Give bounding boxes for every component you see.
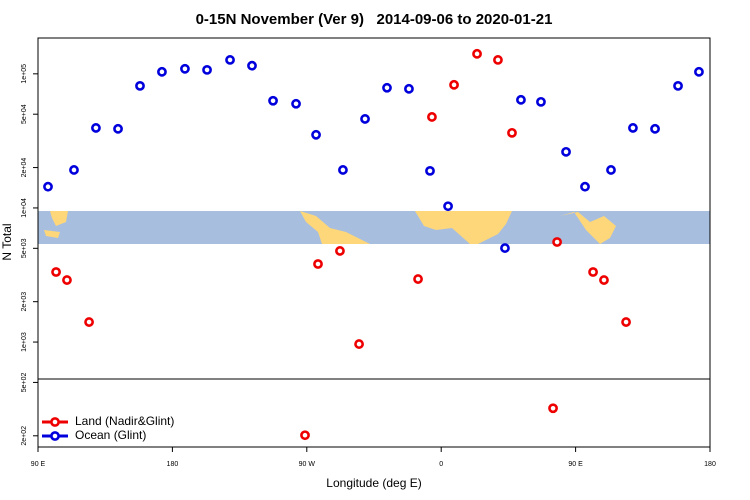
point xyxy=(425,165,435,176)
point xyxy=(580,181,590,192)
point xyxy=(621,317,631,327)
x-tick-label: 0 xyxy=(439,461,443,468)
point xyxy=(268,95,278,106)
point xyxy=(354,339,364,349)
y-axis-label: N Total xyxy=(0,223,14,260)
y-tick-label: 1e+04 xyxy=(21,198,28,218)
point xyxy=(135,80,145,91)
point xyxy=(694,66,704,77)
point xyxy=(382,82,392,93)
x-tick-label: 180 xyxy=(704,461,716,468)
point xyxy=(225,55,235,65)
point xyxy=(427,112,437,122)
y-tick-label: 2e+02 xyxy=(21,426,28,446)
point xyxy=(413,274,423,284)
chart-title: 0-15N November (Ver 9) 2014-09-06 to 202… xyxy=(196,11,553,28)
point xyxy=(335,246,345,256)
point xyxy=(493,55,503,65)
point xyxy=(472,48,482,59)
point xyxy=(113,123,123,134)
legend-marker xyxy=(50,431,60,441)
point xyxy=(338,165,348,175)
point xyxy=(552,237,562,247)
point xyxy=(84,317,94,327)
legend-marker xyxy=(50,417,60,427)
point xyxy=(313,259,323,269)
point xyxy=(91,123,101,133)
y-tick-label: 2e+04 xyxy=(21,158,28,178)
point xyxy=(51,267,61,277)
point xyxy=(62,275,72,285)
point xyxy=(157,66,167,77)
point xyxy=(180,63,190,74)
point xyxy=(673,80,683,91)
x-tick-label: 180 xyxy=(167,461,179,468)
x-axis-label: Longitude (deg E) xyxy=(326,476,421,490)
point xyxy=(650,123,660,134)
x-tick-label: 90 E xyxy=(568,461,583,468)
y-tick-label: 5e+03 xyxy=(21,238,28,258)
point xyxy=(360,114,370,124)
point xyxy=(247,60,257,71)
legend-label: Ocean (Glint) xyxy=(75,428,146,442)
point xyxy=(628,123,638,133)
y-tick-label: 1e+05 xyxy=(21,64,28,84)
point xyxy=(300,430,310,441)
y-tick-label: 1e+03 xyxy=(21,332,28,352)
point xyxy=(507,127,517,138)
point xyxy=(449,79,459,90)
y-tick-label: 5e+04 xyxy=(21,104,28,124)
legend-label: Land (Nadir&Glint) xyxy=(75,414,174,428)
point xyxy=(516,94,526,105)
point xyxy=(69,165,79,175)
map-strip xyxy=(38,211,710,244)
point xyxy=(599,275,609,285)
point xyxy=(500,243,510,253)
point xyxy=(404,83,414,94)
point xyxy=(43,181,53,192)
point xyxy=(291,98,301,109)
point xyxy=(443,201,453,212)
point xyxy=(561,146,571,157)
plot-frame xyxy=(37,37,711,448)
point xyxy=(202,64,212,75)
point xyxy=(311,129,321,140)
point xyxy=(536,96,546,107)
x-tick-label: 90 E xyxy=(31,461,46,468)
point xyxy=(548,403,558,414)
y-tick-label: 2e+03 xyxy=(21,292,28,312)
y-tick-label: 5e+02 xyxy=(21,372,28,392)
point xyxy=(606,165,616,175)
point xyxy=(588,267,598,277)
x-tick-label: 90 W xyxy=(299,461,316,468)
